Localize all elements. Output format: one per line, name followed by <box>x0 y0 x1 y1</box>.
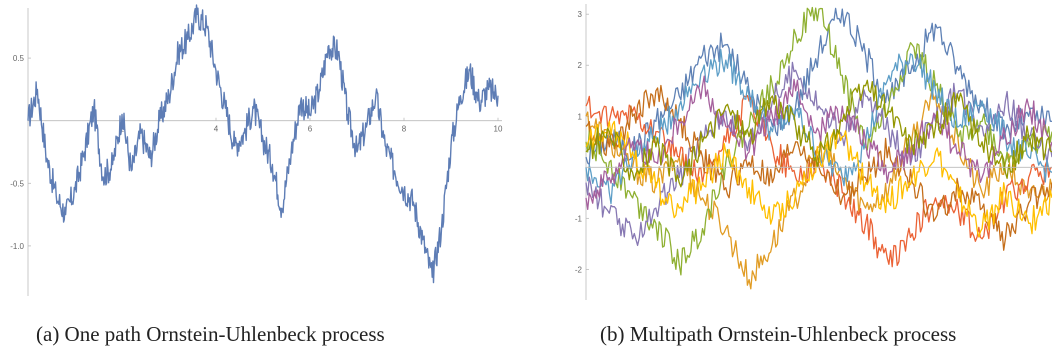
y-tick-label: 2 <box>578 61 583 70</box>
chart-one-path: 2 4 6 8 10 0.5 -0.5 -1.0 <box>10 4 503 296</box>
y-tick-label: -2 <box>575 265 583 274</box>
series-line <box>585 79 1052 188</box>
y-tick-label: 1 <box>578 112 583 121</box>
caption-one-path: (a) One path Ornstein-Uhlenbeck process <box>36 322 385 346</box>
caption-multipath: (b) Multipath Ornstein-Uhlenbeck process <box>600 322 957 346</box>
x-tick-label: 4 <box>214 125 219 134</box>
series-line <box>27 4 499 284</box>
x-tick-label: 10 <box>494 125 503 134</box>
y-tick-label: 3 <box>578 10 583 19</box>
y-tick-label: -0.5 <box>10 179 24 188</box>
series-line <box>585 88 1052 290</box>
x-tick-label: 8 <box>402 125 407 134</box>
y-tick-label: 0.5 <box>13 54 25 63</box>
chart-multipath: 3 2 1 -1 -2 <box>575 4 1052 300</box>
y-tick-label: -1 <box>575 214 583 223</box>
x-tick-label: 2 <box>120 125 125 134</box>
series-line <box>585 7 1052 166</box>
y-tick-label: -1.0 <box>10 242 24 251</box>
series-line <box>585 94 1052 268</box>
x-tick-label: 6 <box>308 125 313 134</box>
series-line <box>585 6 1052 276</box>
series-line <box>585 75 1052 211</box>
